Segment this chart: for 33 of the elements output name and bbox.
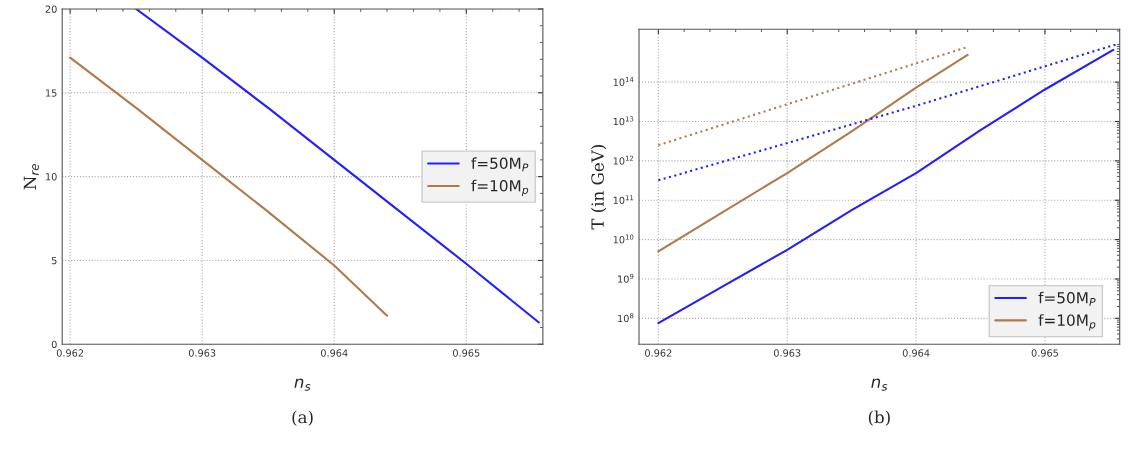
x-axis-title: n$_{s}$ bbox=[294, 378, 311, 391]
y-tick-label: 10$^{11}$ bbox=[613, 195, 634, 204]
y-tick-label: 10$^{10}$ bbox=[613, 234, 634, 244]
line-series bbox=[657, 53, 969, 253]
x-tick-label: 0.963 bbox=[773, 349, 801, 357]
x-tick-label: 0.963 bbox=[188, 349, 216, 357]
x-tick-label: 0.964 bbox=[320, 349, 348, 357]
y-tick-label: 10$^{14}$ bbox=[613, 77, 634, 86]
y-axis-title: T (in GeV) bbox=[590, 145, 607, 230]
x-tick-label: 0.962 bbox=[645, 349, 672, 357]
text: (b) bbox=[868, 410, 890, 426]
y-tick-label: 10$^{9}$ bbox=[618, 273, 634, 283]
y-axis-title: N$_{re}$ bbox=[23, 164, 39, 190]
y-tick-label: 10$^{8}$ bbox=[618, 313, 634, 323]
y-tick-label: 20 bbox=[45, 5, 57, 13]
x-tick-label: 0.965 bbox=[453, 349, 480, 357]
legend-label: f=50M$_{P}$ bbox=[471, 157, 529, 172]
y-tick-label: 0 bbox=[51, 340, 57, 349]
x-tick-label: 0.964 bbox=[902, 349, 930, 357]
x-tick-label: 0.962 bbox=[56, 349, 84, 357]
y-tick-label: 5 bbox=[51, 257, 57, 265]
y-tick-label: 15 bbox=[46, 89, 57, 97]
x-tick-label: 0.965 bbox=[1031, 349, 1059, 357]
legend-label: f=50M$_{P}$ bbox=[1038, 291, 1096, 306]
text: (a) bbox=[292, 410, 313, 426]
y-tick-label: 10 bbox=[46, 173, 57, 181]
line-series bbox=[69, 56, 389, 317]
legend-label: f=10M$_{p}$ bbox=[471, 179, 529, 196]
x-axis-title: n$_{s}$ bbox=[871, 378, 888, 391]
line-series bbox=[135, 9, 540, 324]
y-tick-label: 10$^{12}$ bbox=[613, 155, 634, 165]
y-tick-label: 10$^{13}$ bbox=[613, 116, 634, 126]
legend-label: f=10M$_{p}$ bbox=[1038, 314, 1096, 331]
